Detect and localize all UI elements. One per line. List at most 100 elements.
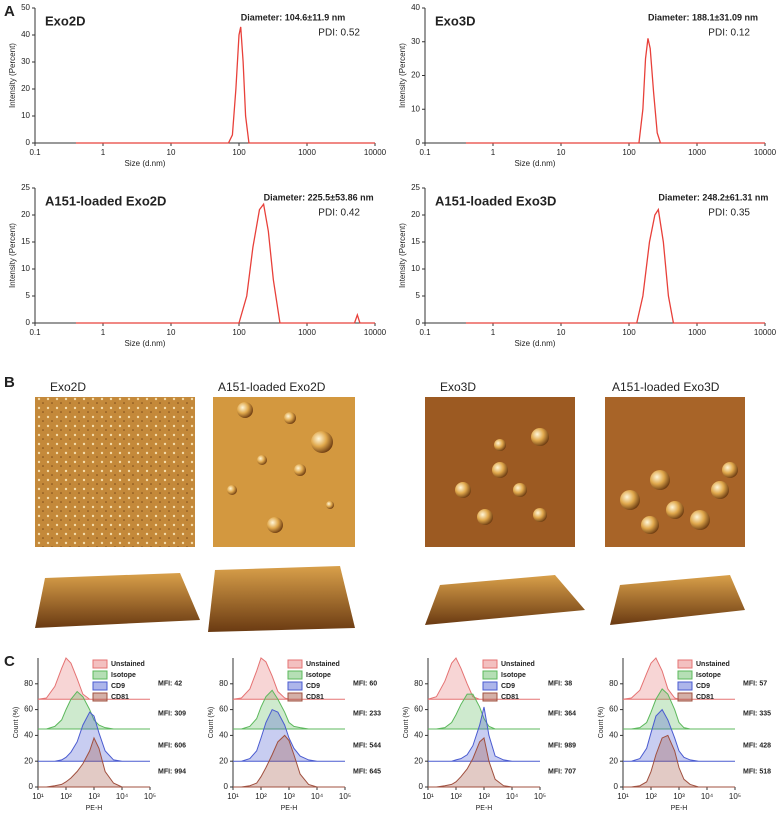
legend-swatch — [287, 681, 303, 691]
chart-title: A151-loaded Exo2D — [45, 193, 166, 208]
afm-image — [605, 397, 745, 547]
annotation: MFI: 518 — [743, 768, 771, 775]
afm-3d-image — [425, 575, 585, 625]
area — [622, 657, 735, 700]
y-tick-label: 30 — [21, 57, 30, 66]
afm-panel: Exo2D A151-loaded Exo2D Exo3D A151-loade… — [35, 380, 745, 632]
y-tick-label: 0 — [419, 782, 424, 791]
annotation: MFI: 60 — [353, 681, 377, 688]
y-axis-label: Intensity (Percent) — [398, 43, 407, 108]
legend-label: CD81 — [696, 694, 714, 701]
afm-title: A151-loaded Exo2D — [218, 380, 326, 394]
x-tick-label: 1000 — [298, 148, 316, 157]
y-tick-label: 0 — [416, 318, 421, 327]
y-tick-label: 60 — [24, 705, 33, 714]
afm-image — [213, 397, 355, 547]
y-tick-label: 60 — [219, 705, 228, 714]
annotation: Diameter: 188.1±31.09 nm — [648, 12, 758, 22]
line — [75, 26, 375, 144]
annotation: MFI: 645 — [353, 768, 381, 775]
x-tick-label: 10000 — [364, 148, 387, 157]
x-tick-label: 10⁴ — [701, 792, 714, 801]
chart-title: A151-loaded Exo3D — [435, 193, 556, 208]
annotation: MFI: 606 — [158, 743, 186, 750]
x-tick-label: 10¹ — [617, 792, 629, 801]
line — [75, 202, 375, 324]
y-tick-label: 10 — [21, 111, 30, 120]
x-tick-label: 0.1 — [29, 148, 41, 157]
legend-label: CD9 — [501, 683, 515, 690]
x-tick-label: 0.1 — [419, 328, 431, 337]
x-tick-label: 1 — [101, 148, 106, 157]
annotation: MFI: 994 — [158, 768, 186, 775]
y-tick-label: 40 — [609, 731, 618, 740]
y-tick-label: 0 — [614, 782, 619, 791]
x-tick-label: 10⁴ — [311, 792, 324, 801]
area — [233, 734, 345, 788]
x-tick-label: 10² — [450, 792, 462, 801]
annotation: MFI: 38 — [548, 681, 572, 688]
y-tick-label: 20 — [21, 84, 30, 93]
legend-swatch — [677, 692, 693, 702]
x-tick-label: 0.1 — [29, 328, 41, 337]
legend-label: Unstained — [111, 661, 145, 668]
y-tick-label: 20 — [609, 756, 618, 765]
legend-label: CD9 — [111, 683, 125, 690]
x-tick-label: 100 — [232, 148, 246, 157]
annotation: Diameter: 248.2±61.31 nm — [658, 192, 768, 202]
y-tick-label: 80 — [609, 679, 618, 688]
y-tick-label: 80 — [24, 679, 33, 688]
panel-label: A — [4, 3, 15, 20]
area — [38, 711, 150, 762]
annotation: MFI: 707 — [548, 768, 576, 775]
y-tick-label: 80 — [414, 679, 423, 688]
annotation: PDI: 0.42 — [318, 208, 360, 219]
x-tick-label: 10 — [557, 328, 566, 337]
y-axis-label: Count (%) — [598, 707, 605, 739]
x-tick-label: 10000 — [364, 328, 387, 337]
y-tick-label: 60 — [414, 705, 423, 714]
x-axis-label: Size (d.nm) — [515, 159, 556, 168]
area — [428, 706, 540, 762]
y-tick-label: 20 — [411, 210, 420, 219]
y-axis-label: Count (%) — [13, 707, 20, 739]
y-axis-label: Intensity (Percent) — [8, 223, 17, 288]
legend-label: CD81 — [501, 694, 519, 701]
x-tick-label: 10⁴ — [116, 792, 129, 801]
y-tick-label: 5 — [26, 291, 31, 300]
y-tick-label: 10 — [411, 264, 420, 273]
x-tick-label: 10000 — [754, 328, 777, 337]
area — [623, 734, 735, 788]
legend-swatch — [92, 659, 108, 669]
annotation: MFI: 309 — [158, 710, 186, 717]
afm-image — [35, 397, 195, 547]
y-tick-label: 50 — [21, 3, 30, 12]
x-axis-label: Size (d.nm) — [125, 159, 166, 168]
y-tick-label: 0 — [224, 782, 229, 791]
y-tick-label: 15 — [411, 237, 420, 246]
x-tick-label: 1000 — [688, 328, 706, 337]
legend-swatch — [92, 692, 108, 702]
legend-label: Unstained — [306, 661, 340, 668]
x-tick-label: 0.1 — [419, 148, 431, 157]
legend-swatch — [287, 670, 303, 680]
annotation: PDI: 0.52 — [318, 28, 360, 39]
x-tick-label: 10000 — [754, 148, 777, 157]
annotation: MFI: 989 — [548, 743, 576, 750]
x-tick-label: 1000 — [298, 328, 316, 337]
legend-label: Unstained — [501, 661, 535, 668]
legend-label: CD81 — [111, 694, 129, 701]
area — [623, 708, 735, 762]
chart-title: Exo2D — [45, 13, 85, 28]
afm-title: Exo2D — [50, 380, 86, 394]
legend-swatch — [92, 681, 108, 691]
legend-label: CD9 — [306, 683, 320, 690]
y-tick-label: 10 — [411, 104, 420, 113]
area — [233, 689, 345, 730]
area — [37, 657, 150, 700]
legend-swatch — [677, 659, 693, 669]
panel-label: B — [4, 374, 15, 391]
legend-swatch — [287, 659, 303, 669]
x-tick-label: 10³ — [673, 792, 685, 801]
